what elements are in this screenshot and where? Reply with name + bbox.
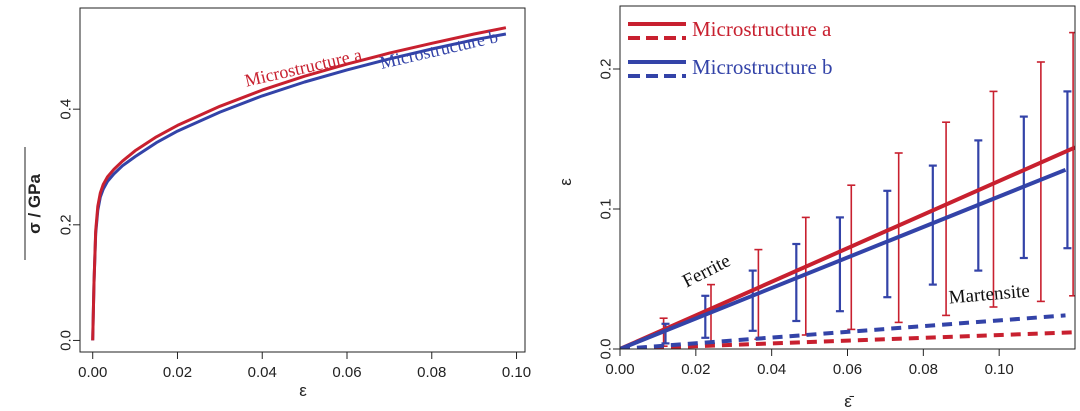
right-annotation-ferrite: Ferrite [679, 250, 734, 292]
legend-entry-a: Microstructure a [628, 17, 832, 41]
left-y-tick-label: 0.0 [58, 330, 75, 351]
right-series-martensite-a [620, 330, 1075, 349]
right-annotation-martensite: Martensite [948, 281, 1031, 309]
error-bar-b [1063, 90, 1072, 250]
left-y-axis-label: σ / GPa [25, 174, 44, 234]
right-x-tick-label: 0.06 [833, 361, 862, 378]
error-bar-b [792, 242, 801, 323]
left-x-tick-label: 0.10 [502, 364, 531, 381]
right-x-axis-label: ε̄ [844, 392, 855, 411]
left-series-line-b [91, 32, 507, 341]
right-x-tick-label: 0.08 [909, 361, 938, 378]
right-x-tick-label: 0.10 [985, 361, 1014, 378]
right-y-tick-label: 0.2 [598, 59, 615, 80]
left-x-tick-label: 0.08 [417, 364, 446, 381]
left-x-axis-label: ε [299, 381, 307, 400]
left-axes: 0.00 0.02 0.04 0.06 0.08 0.10 0.0 0.2 0.4 [58, 7, 531, 381]
right-y-tick-label: 0.1 [598, 199, 615, 220]
legend-entry-b: Microstructure b [628, 55, 833, 79]
legend-label: Microstructure b [692, 55, 833, 79]
legend-label: Microstructure a [692, 17, 832, 41]
right-plot-series [620, 31, 1075, 349]
right-axes: 0.00 0.02 0.04 0.06 0.08 0.10 0.0 0.1 0.2 [598, 5, 1076, 378]
error-bar-b [883, 189, 892, 299]
right-y-tick-label: 0.0 [598, 339, 615, 360]
error-bar-a [1069, 31, 1075, 297]
right-x-tick-label: 0.02 [681, 361, 710, 378]
right-y-axis-label: ε [556, 178, 575, 186]
left-panel: 0.00 0.02 0.04 0.06 0.08 0.10 0.0 0.2 0.4 ε σ / … [24, 7, 531, 400]
left-annotation-b: Microstructure b [378, 26, 500, 73]
left-series-line-a [91, 26, 507, 341]
left-y-tick-label: 0.4 [58, 99, 75, 120]
right-x-tick-label: 0.04 [757, 361, 786, 378]
left-x-tick-label: 0.00 [78, 364, 107, 381]
left-x-tick-label: 0.04 [248, 364, 277, 381]
left-y-tick-label: 0.2 [58, 214, 75, 235]
right-series-ferrite-a [620, 145, 1075, 349]
left-plot-frame [79, 7, 526, 353]
error-bar-b [748, 269, 757, 332]
left-x-tick-label: 0.06 [332, 364, 361, 381]
left-plot-series [91, 26, 507, 341]
right-legend: Microstructure a Microstructure b [628, 17, 833, 79]
left-x-tick-label: 0.02 [163, 364, 192, 381]
right-series-martensite-b [620, 313, 1066, 349]
error-bar-b [835, 216, 844, 313]
right-series-ferrite-b [620, 167, 1067, 349]
right-x-tick-label: 0.00 [605, 361, 634, 378]
right-panel: 0.00 0.02 0.04 0.06 0.08 0.10 0.0 0.1 0.2 ε̄ ε F… [556, 5, 1076, 411]
